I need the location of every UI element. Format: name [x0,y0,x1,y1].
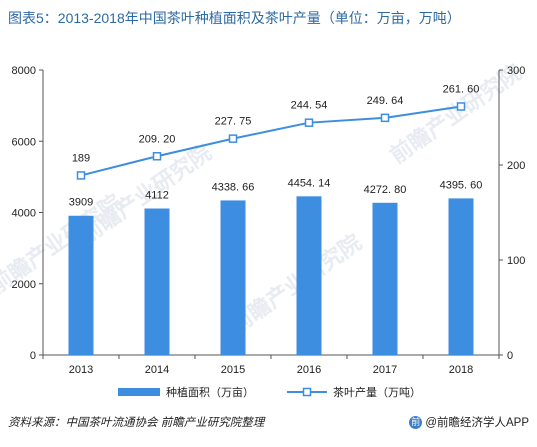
legend-bar-swatch [118,388,160,396]
y-left-tick-label: 8000 [12,65,36,77]
legend: 种植面积（万亩） 茶叶产量（万吨） [118,385,421,399]
line-point [228,134,238,143]
x-tick-label: 2015 [221,364,245,376]
bar-value-label: 4395. 60 [440,179,483,191]
bar [448,198,474,355]
bar-value-label: 3909 [69,197,93,209]
bar [296,196,322,355]
y-left-tick-label: 0 [30,350,36,362]
y-left-tick-label: 4000 [12,208,36,220]
bar-value-label: 4454. 14 [288,177,331,189]
y-right-tick-label: 200 [507,160,525,172]
legend-line-marker [302,387,312,397]
y-right-tick-label: 0 [507,350,513,362]
bar-value-label: 4112 [145,190,169,202]
line-value-label: 227. 75 [215,116,252,128]
y-right-tick-label: 100 [507,255,525,267]
line-point [152,152,162,161]
line-value-label: 249. 64 [367,95,404,107]
line-point [456,102,466,111]
bar-value-label: 4338. 66 [212,181,255,193]
bar [144,208,170,355]
y-left-tick-label: 2000 [12,279,36,291]
bar-series [68,196,474,355]
brand-logo-icon: 前 [409,415,423,429]
x-tick-label: 2014 [145,364,169,376]
bar [220,200,246,355]
line-value-label: 209. 20 [139,133,176,145]
source-note: 资料来源：中国茶叶流通协会 前瞻产业研究院整理 [8,417,265,429]
line-labels: 189 209. 20 227. 75 244. 54 249. 64 261. 60 [72,83,480,164]
legend-line-label: 茶叶产量（万吨） [333,385,421,399]
y-left-tick-label: 6000 [12,136,36,148]
line-value-label: 244. 54 [291,100,328,112]
line-series [76,102,466,180]
x-tick-label: 2017 [373,364,397,376]
chart-title: 图表5：2013-2018年中国茶叶种植面积及茶叶产量（单位：万亩，万吨） [8,10,461,26]
line-point [76,171,86,180]
y-right-tick-label: 300 [507,65,525,77]
bar [68,215,94,355]
line-value-label: 189 [72,152,90,164]
line-point [380,113,390,123]
line-value-label: 261. 60 [443,83,480,95]
line-point [304,118,314,127]
bar-labels: 3909 4112 4338. 66 4454. 14 4272. 80 4395. 60 [69,177,483,208]
brand-text: @前瞻经济学人APP [425,417,529,429]
x-tick-label: 2016 [297,364,321,376]
bar [372,202,398,355]
axes-group: 0 2000 4000 6000 8000 0 100 200 300 2013 2014 2015 2… [12,65,526,376]
x-tick-label: 2013 [69,364,93,376]
brand-credit: 前 @前瞻经济学人APP [409,414,529,430]
watermark-text: 前瞻产业研究院 [225,229,366,338]
x-tick-label: 2018 [449,364,473,376]
legend-bar-label: 种植面积（万亩） [166,385,254,399]
line-path [80,105,462,177]
bar-value-label: 4272. 80 [364,184,407,196]
